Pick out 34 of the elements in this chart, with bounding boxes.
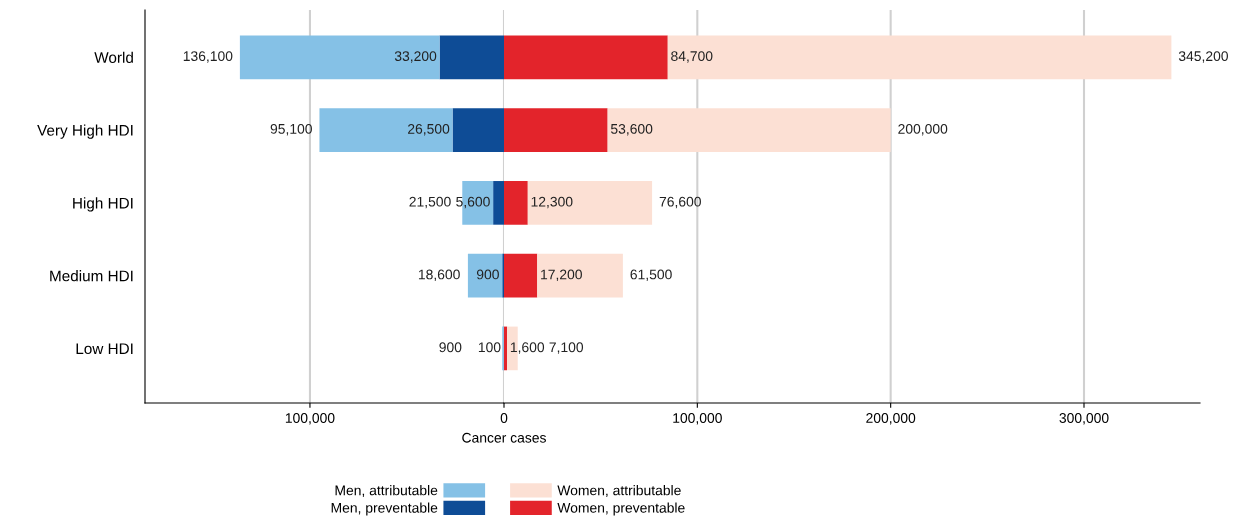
y-tick-label: High HDI	[73, 197, 133, 212]
total-label: 345,200	[1178, 51, 1228, 63]
total-label: 61,500	[630, 269, 672, 282]
total-label: 200,000	[898, 123, 948, 136]
data-label: 1,600	[510, 342, 545, 354]
y-tick-label: Medium HDI	[50, 270, 133, 282]
data-label: 33,200	[394, 51, 437, 63]
x-tick-label: 0	[500, 413, 508, 423]
total-label: 18,600	[418, 269, 460, 282]
total-label: 76,600	[659, 196, 701, 209]
x-tick-label: 300,000	[1059, 413, 1109, 425]
data-label: 53,600	[610, 123, 653, 136]
data-label: 26,500	[408, 123, 450, 136]
x-tick-label: 100,000	[285, 413, 335, 425]
total-label: 136,100	[183, 51, 233, 63]
y-tick-label: Low HDI	[76, 343, 133, 355]
y-tick-label: World	[94, 51, 133, 63]
total-label: 95,100	[270, 123, 312, 136]
total-label: 900	[439, 342, 462, 353]
total-label: 21,500	[409, 196, 451, 209]
legend-label: Women, attributable	[557, 485, 681, 497]
data-label: 17,200	[541, 269, 582, 282]
data-label: 100	[478, 342, 501, 353]
x-axis-title: Cancer cases	[462, 432, 546, 443]
total-label: 7,100	[549, 342, 584, 354]
legend-label: Men, preventable	[331, 502, 438, 516]
data-label: 84,700	[671, 51, 713, 63]
data-label: 12,300	[531, 196, 573, 209]
legend-label: Men, attributable	[335, 485, 438, 497]
data-label: 900	[476, 269, 499, 280]
legend-label: Women, preventable	[557, 502, 685, 516]
x-tick-label: 100,000	[673, 413, 722, 425]
y-tick-label: Very High HDI	[37, 124, 133, 139]
x-tick-label: 200,000	[866, 413, 916, 425]
